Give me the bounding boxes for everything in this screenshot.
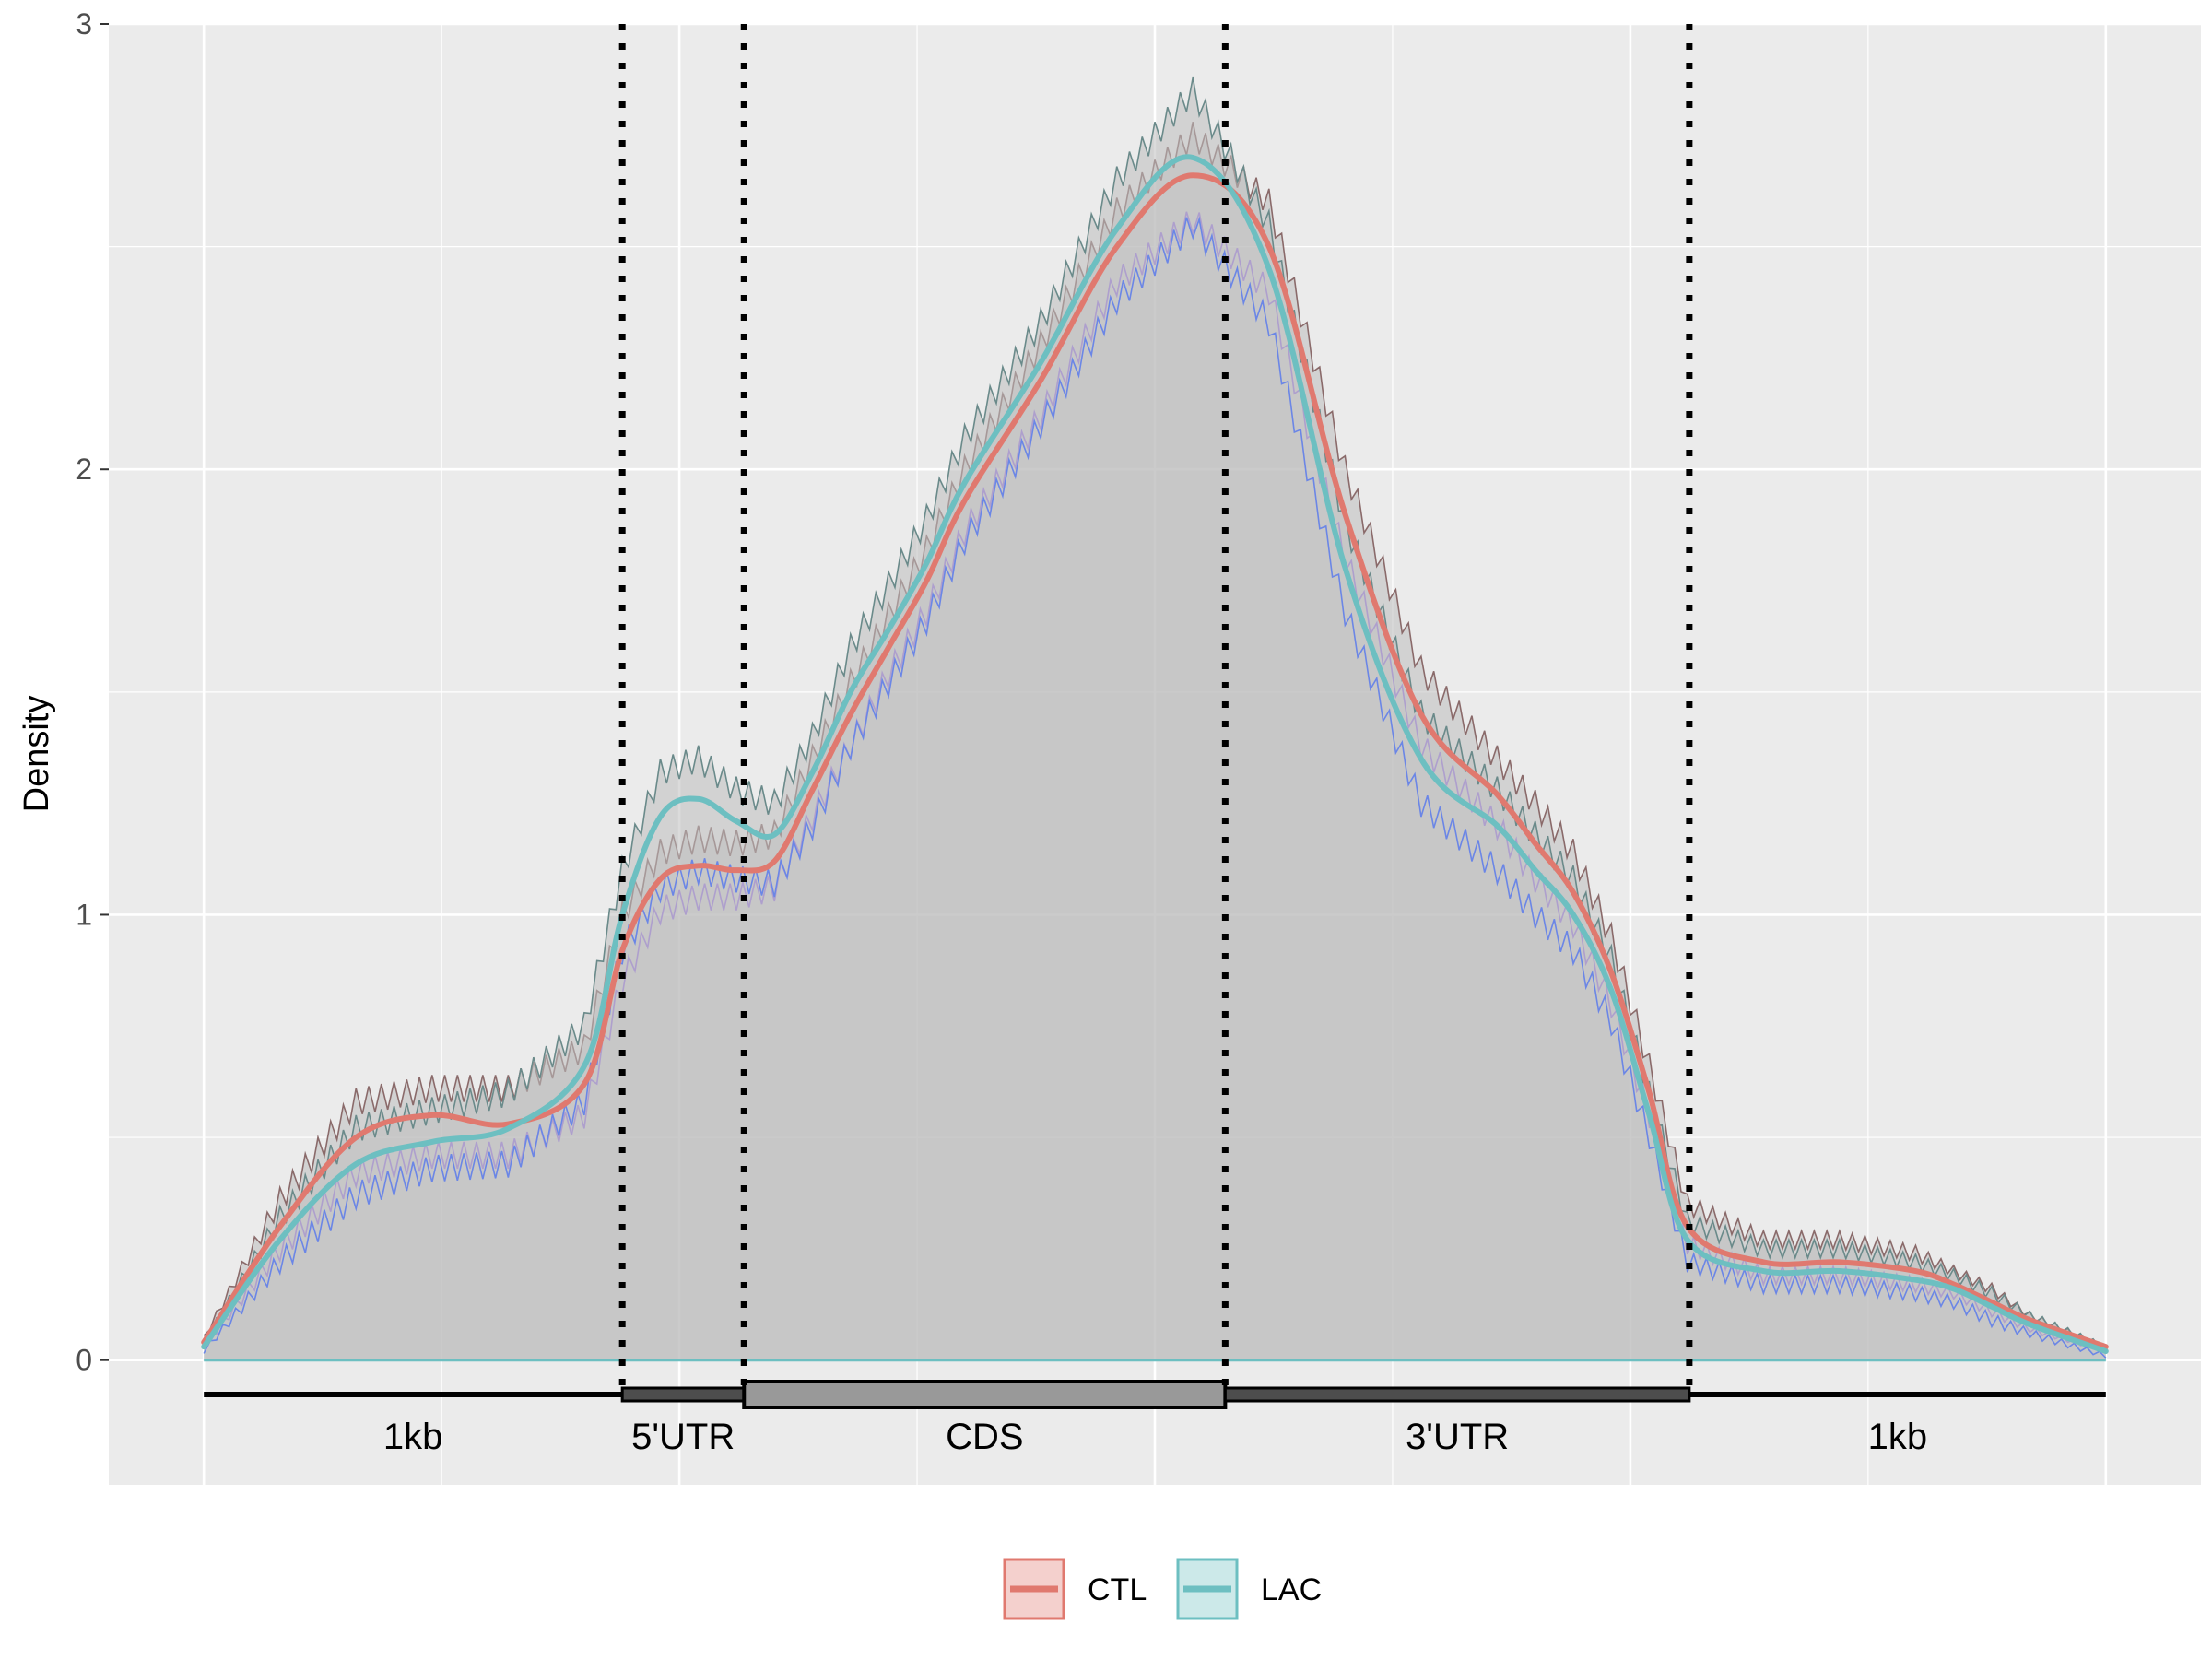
series-line-LAC xyxy=(201,154,2109,1355)
legend-label-CTL: CTL xyxy=(1088,1572,1147,1607)
region-label-3: 3'UTR xyxy=(1406,1417,1509,1457)
gene-utr-3 xyxy=(1223,1386,1691,1403)
region-label-2: CDS xyxy=(946,1417,1023,1457)
series-line-CTL xyxy=(201,172,2109,1350)
gene-utr-1 xyxy=(620,1386,746,1403)
region-boundaries xyxy=(618,24,1693,1397)
y-axis: 0 1 2 3 xyxy=(76,7,109,1377)
y-tick-label-2: 2 xyxy=(76,453,92,486)
legend-label-LAC: LAC xyxy=(1261,1572,1322,1607)
gene-model: 1kb 5'UTR CDS 3'UTR 1kb xyxy=(204,1380,2106,1457)
region-label-1: 5'UTR xyxy=(631,1417,735,1457)
y-tick-label-3: 3 xyxy=(76,7,92,41)
region-label-4: 1kb xyxy=(1868,1417,1928,1457)
y-tick-label-0: 0 xyxy=(76,1344,92,1377)
series-lines xyxy=(201,154,2109,1362)
legend: CTL LAC xyxy=(1003,1558,1322,1620)
ribbon-lower-edge-LAC xyxy=(203,216,2107,1359)
y-tick-label-1: 1 xyxy=(76,898,92,931)
gene-cds xyxy=(742,1380,1228,1409)
ribbon-upper-edge-LAC xyxy=(203,76,2107,1347)
region-label-0: 1kb xyxy=(383,1417,443,1457)
y-axis-title: Density xyxy=(18,696,56,813)
